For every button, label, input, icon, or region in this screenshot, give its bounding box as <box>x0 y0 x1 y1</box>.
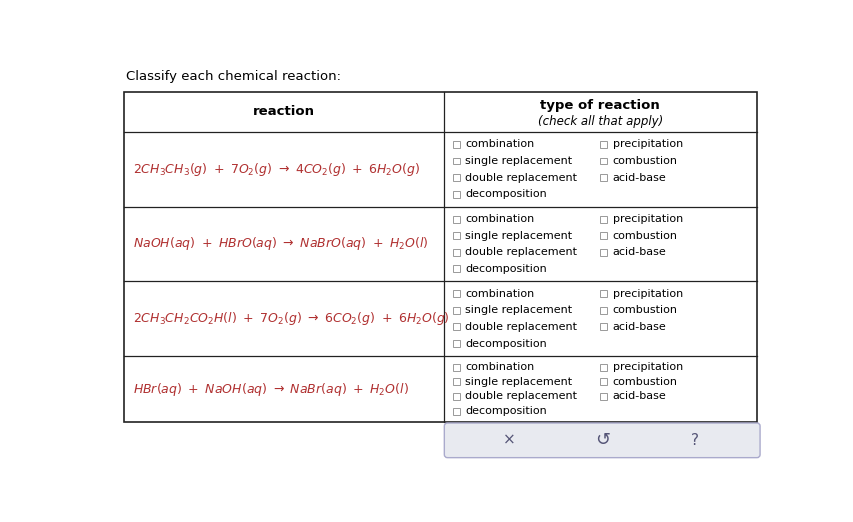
Bar <box>452 307 459 314</box>
Text: $\mathit{2CH_3CH_2CO_2H(l)\ +\ 7O_2(g)\ \rightarrow\ 6CO_2(g)\ +\ 6H_2O(g)}$: $\mathit{2CH_3CH_2CO_2H(l)\ +\ 7O_2(g)\ … <box>133 310 450 327</box>
Text: combustion: combustion <box>612 156 677 166</box>
Text: ×: × <box>502 433 515 448</box>
Text: acid-base: acid-base <box>612 322 665 332</box>
Bar <box>452 158 459 164</box>
Bar <box>600 364 606 371</box>
Bar <box>452 191 459 198</box>
Bar <box>452 290 459 297</box>
Bar <box>600 141 606 148</box>
Bar <box>452 408 459 414</box>
Bar <box>452 174 459 181</box>
Bar <box>600 378 606 385</box>
Bar <box>600 307 606 314</box>
Text: $\mathit{HBr(aq)\ +\ NaOH(aq)\ \rightarrow\ NaBr(aq)\ +\ H_2O(l)}$: $\mathit{HBr(aq)\ +\ NaOH(aq)\ \rightarr… <box>133 381 409 398</box>
Text: single replacement: single replacement <box>465 377 572 387</box>
Text: type of reaction: type of reaction <box>540 99 659 112</box>
Bar <box>452 364 459 371</box>
Text: $\mathit{2CH_3CH_3(g)\ +\ 7O_2(g)\ \rightarrow\ 4CO_2(g)\ +\ 6H_2O(g)}$: $\mathit{2CH_3CH_3(g)\ +\ 7O_2(g)\ \righ… <box>133 161 420 178</box>
Text: single replacement: single replacement <box>465 231 572 241</box>
Bar <box>600 174 606 181</box>
Bar <box>600 324 606 330</box>
Text: decomposition: decomposition <box>465 264 547 274</box>
Text: single replacement: single replacement <box>465 156 572 166</box>
Text: combination: combination <box>465 214 534 224</box>
Bar <box>600 249 606 256</box>
Text: precipitation: precipitation <box>612 139 682 149</box>
Text: combustion: combustion <box>612 305 677 315</box>
Bar <box>452 340 459 347</box>
Text: decomposition: decomposition <box>465 189 547 199</box>
Bar <box>600 290 606 297</box>
Bar <box>452 216 459 222</box>
FancyBboxPatch shape <box>444 423 759 458</box>
Text: acid-base: acid-base <box>612 247 665 257</box>
Text: acid-base: acid-base <box>612 173 665 183</box>
Text: precipitation: precipitation <box>612 214 682 224</box>
Text: reaction: reaction <box>252 105 314 118</box>
Bar <box>452 393 459 400</box>
Text: combustion: combustion <box>612 377 677 387</box>
Bar <box>600 393 606 400</box>
Text: single replacement: single replacement <box>465 305 572 315</box>
Text: double replacement: double replacement <box>465 247 577 257</box>
Bar <box>452 232 459 239</box>
Text: decomposition: decomposition <box>465 339 547 349</box>
Text: acid-base: acid-base <box>612 392 665 401</box>
Text: ↺: ↺ <box>594 431 609 449</box>
Text: double replacement: double replacement <box>465 322 577 332</box>
Text: combination: combination <box>465 362 534 372</box>
Text: double replacement: double replacement <box>465 392 577 401</box>
Text: combination: combination <box>465 139 534 149</box>
Text: combination: combination <box>465 289 534 299</box>
Text: decomposition: decomposition <box>465 406 547 416</box>
Bar <box>124 92 756 422</box>
Text: precipitation: precipitation <box>612 289 682 299</box>
Bar <box>452 265 459 272</box>
Text: double replacement: double replacement <box>465 173 577 183</box>
Text: (check all that apply): (check all that apply) <box>537 115 662 128</box>
Text: combustion: combustion <box>612 231 677 241</box>
Text: ?: ? <box>690 433 699 448</box>
Bar <box>452 141 459 148</box>
Bar <box>452 378 459 385</box>
Bar <box>452 324 459 330</box>
Text: precipitation: precipitation <box>612 362 682 372</box>
Bar <box>452 249 459 256</box>
Bar <box>600 232 606 239</box>
Bar <box>600 158 606 164</box>
Bar <box>600 216 606 222</box>
Text: Classify each chemical reaction:: Classify each chemical reaction: <box>126 70 340 83</box>
Text: $\mathit{NaOH(aq)\ +\ HBrO(aq)\ \rightarrow\ NaBrO(aq)\ +\ H_2O(l)}$: $\mathit{NaOH(aq)\ +\ HBrO(aq)\ \rightar… <box>133 235 428 253</box>
